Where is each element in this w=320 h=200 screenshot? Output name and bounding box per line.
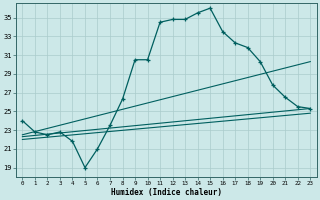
X-axis label: Humidex (Indice chaleur): Humidex (Indice chaleur) xyxy=(111,188,222,197)
